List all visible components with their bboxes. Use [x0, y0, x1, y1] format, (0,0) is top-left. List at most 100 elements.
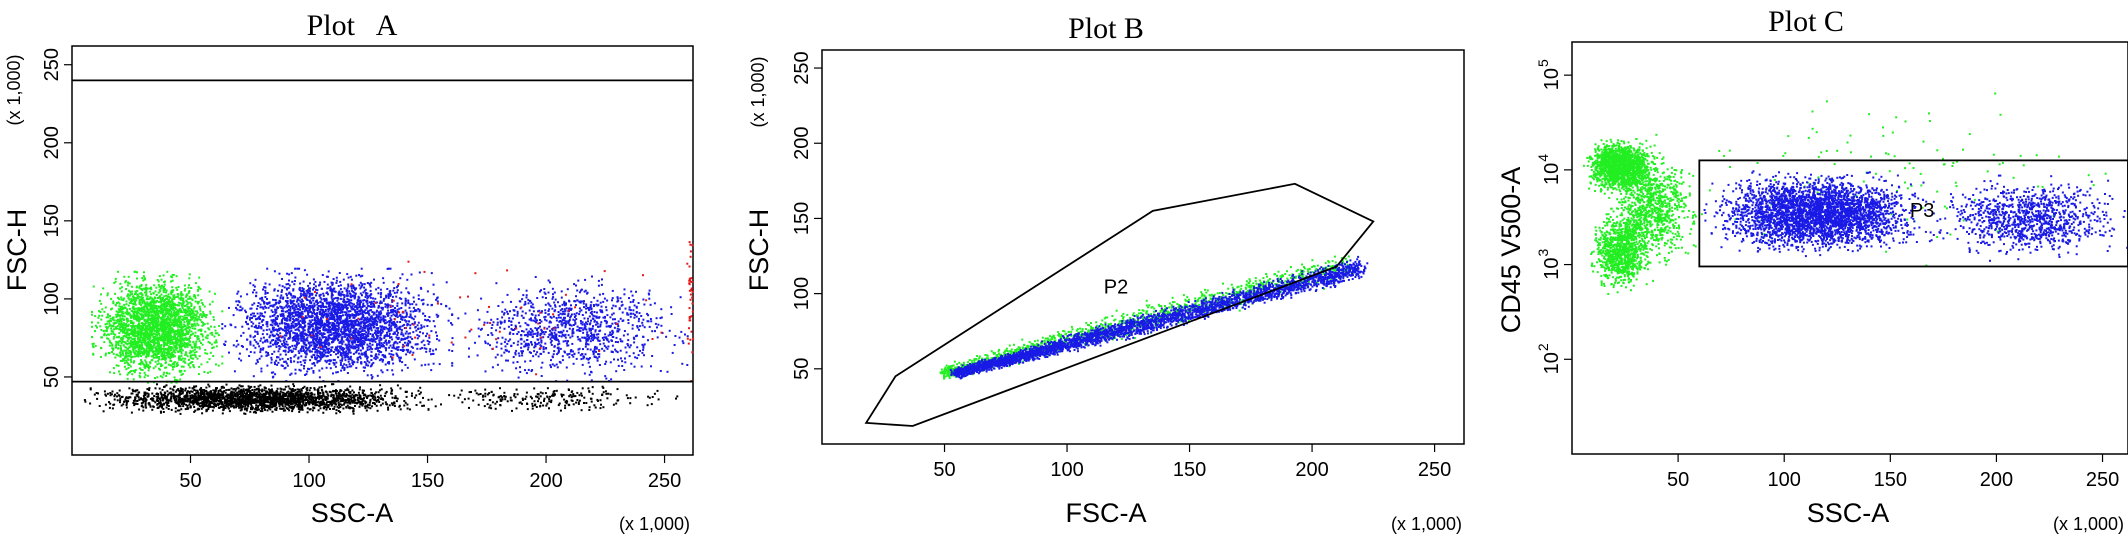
data-point	[123, 365, 126, 368]
data-point	[327, 394, 330, 397]
data-point	[223, 397, 225, 400]
data-point	[173, 385, 176, 388]
data-point	[344, 395, 347, 397]
data-point	[151, 313, 154, 316]
data-point	[154, 387, 157, 390]
data-point	[242, 393, 244, 396]
data-point	[200, 330, 203, 333]
data-point	[263, 403, 266, 405]
data-point	[203, 305, 206, 308]
data-point	[191, 312, 194, 315]
data-point	[91, 343, 94, 345]
data-point	[122, 354, 125, 357]
data-point	[187, 363, 190, 366]
data-point	[406, 407, 409, 410]
data-point	[166, 342, 168, 345]
data-point	[360, 397, 363, 400]
data-point	[263, 395, 266, 398]
data-point	[188, 295, 191, 298]
data-point	[110, 297, 113, 300]
data-point	[291, 388, 294, 390]
data-point	[282, 409, 285, 412]
data-point	[343, 394, 346, 397]
data-point	[282, 396, 285, 399]
data-point	[609, 393, 612, 396]
data-point	[224, 407, 227, 410]
data-point	[501, 398, 504, 401]
data-point	[393, 405, 396, 407]
data-point	[154, 290, 157, 293]
data-point	[149, 336, 152, 339]
data-point	[338, 404, 340, 406]
data-point	[339, 389, 342, 391]
data-point	[373, 395, 376, 398]
data-point	[239, 401, 242, 404]
data-point	[298, 388, 301, 391]
data-point	[145, 291, 148, 294]
data-point	[345, 401, 348, 404]
data-point	[223, 402, 226, 405]
data-point	[129, 396, 132, 399]
data-point	[129, 358, 132, 361]
data-point	[91, 310, 93, 313]
data-point	[501, 396, 504, 399]
data-point	[133, 302, 136, 305]
data-point	[231, 405, 234, 408]
data-point	[169, 337, 172, 340]
data-point	[173, 325, 175, 327]
data-point	[203, 399, 206, 402]
data-point	[142, 401, 144, 404]
data-point	[199, 394, 202, 397]
data-point	[145, 304, 148, 307]
data-point	[111, 351, 113, 353]
data-point	[271, 393, 274, 396]
data-point	[180, 298, 183, 301]
data-point	[91, 335, 93, 338]
data-point	[539, 391, 542, 394]
data-point	[234, 389, 237, 392]
data-point	[322, 398, 325, 401]
data-point	[497, 396, 500, 399]
data-point	[94, 330, 96, 333]
data-point	[387, 408, 390, 411]
data-point	[119, 352, 122, 355]
data-point	[104, 306, 107, 309]
data-point	[140, 315, 143, 318]
data-point	[281, 399, 284, 402]
data-point	[358, 405, 361, 408]
data-point	[511, 409, 513, 412]
data-point	[136, 271, 138, 274]
data-point	[187, 337, 190, 340]
data-point	[173, 311, 175, 314]
data-point	[199, 405, 202, 408]
data-point	[352, 407, 355, 410]
data-point	[136, 318, 139, 321]
data-point	[180, 348, 183, 351]
data-point	[237, 399, 240, 402]
data-point	[232, 391, 235, 394]
data-point	[367, 394, 370, 397]
data-point	[188, 386, 191, 389]
data-point	[202, 391, 205, 394]
data-point	[284, 409, 287, 412]
data-point	[106, 294, 109, 297]
data-point	[96, 326, 98, 329]
data-point	[198, 305, 201, 308]
data-point	[165, 406, 168, 409]
data-point	[128, 282, 131, 285]
data-point	[588, 409, 591, 411]
data-point	[137, 342, 139, 345]
data-point	[112, 302, 115, 305]
data-point	[148, 403, 151, 406]
data-point	[150, 300, 153, 303]
data-point	[236, 386, 239, 389]
data-point	[159, 403, 162, 406]
data-point	[215, 403, 217, 406]
data-point	[201, 402, 204, 405]
data-point	[201, 302, 204, 304]
data-point	[215, 405, 217, 408]
data-point	[144, 398, 147, 401]
data-point	[200, 407, 203, 410]
data-point	[121, 305, 124, 308]
data-point	[144, 402, 147, 405]
